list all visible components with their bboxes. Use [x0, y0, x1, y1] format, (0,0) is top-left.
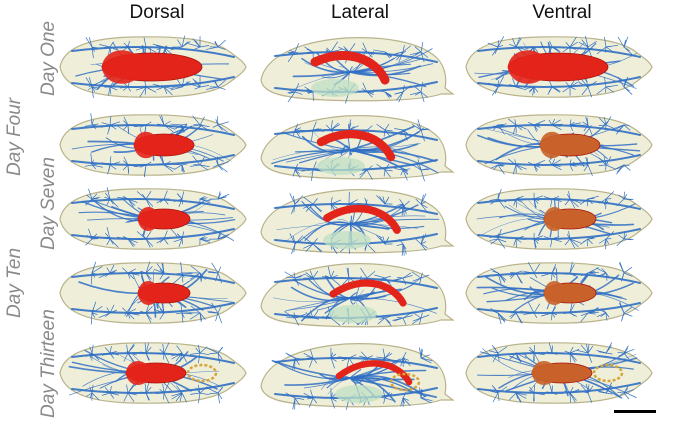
gut — [316, 130, 396, 162]
panel-day-seven-lateral — [260, 189, 455, 256]
panel-day-thirteen-ventral — [465, 342, 653, 404]
panel-day-ten-ventral — [465, 261, 653, 325]
panel-day-four-lateral — [260, 115, 455, 182]
gut-lobe — [102, 50, 142, 84]
panel-day-ten-lateral — [260, 263, 455, 328]
panel-day-seven-ventral — [465, 188, 653, 250]
fat-body — [335, 385, 383, 403]
panel-day-four-dorsal — [59, 113, 247, 178]
scale-bar — [614, 410, 656, 413]
tracheal-network — [477, 116, 641, 177]
gut-lobe — [126, 361, 150, 385]
malpighian-tubules — [186, 363, 218, 383]
fat-body — [311, 79, 359, 97]
gut-lobe — [134, 131, 158, 159]
panel-day-one-dorsal — [59, 35, 247, 99]
gut-lobe — [138, 281, 159, 305]
panel-day-four-ventral — [465, 114, 653, 177]
gut-lobe — [540, 131, 564, 159]
gut-lobe — [532, 361, 556, 385]
column-header-ventral: Ventral — [532, 2, 592, 23]
malpighian-tubules — [389, 372, 421, 392]
panel-day-ten-dorsal — [59, 261, 247, 325]
panel-day-seven-dorsal — [59, 187, 247, 250]
gut — [335, 360, 413, 386]
row-label-day-four: Day Four — [4, 97, 25, 176]
gut — [329, 279, 407, 307]
gut-lobe — [138, 207, 159, 231]
gut-lobe — [544, 207, 565, 231]
column-header-dorsal: Dorsal — [129, 2, 185, 23]
gut — [323, 204, 401, 234]
gut-lobe — [508, 50, 548, 84]
tracheal-network — [476, 188, 641, 250]
gut — [310, 51, 390, 85]
fat-body — [323, 231, 371, 249]
row-label-day-ten: Day Ten — [4, 247, 25, 318]
gut-lobe — [544, 281, 565, 305]
panel-day-one-lateral — [260, 37, 455, 104]
panel-day-thirteen-lateral — [260, 343, 455, 410]
column-header-lateral: Lateral — [330, 2, 390, 23]
malpighian-tubules — [592, 363, 624, 383]
panel-day-one-ventral — [465, 35, 653, 98]
fat-body — [317, 157, 365, 175]
panel-day-thirteen-dorsal — [59, 342, 247, 404]
fat-body — [329, 305, 377, 323]
